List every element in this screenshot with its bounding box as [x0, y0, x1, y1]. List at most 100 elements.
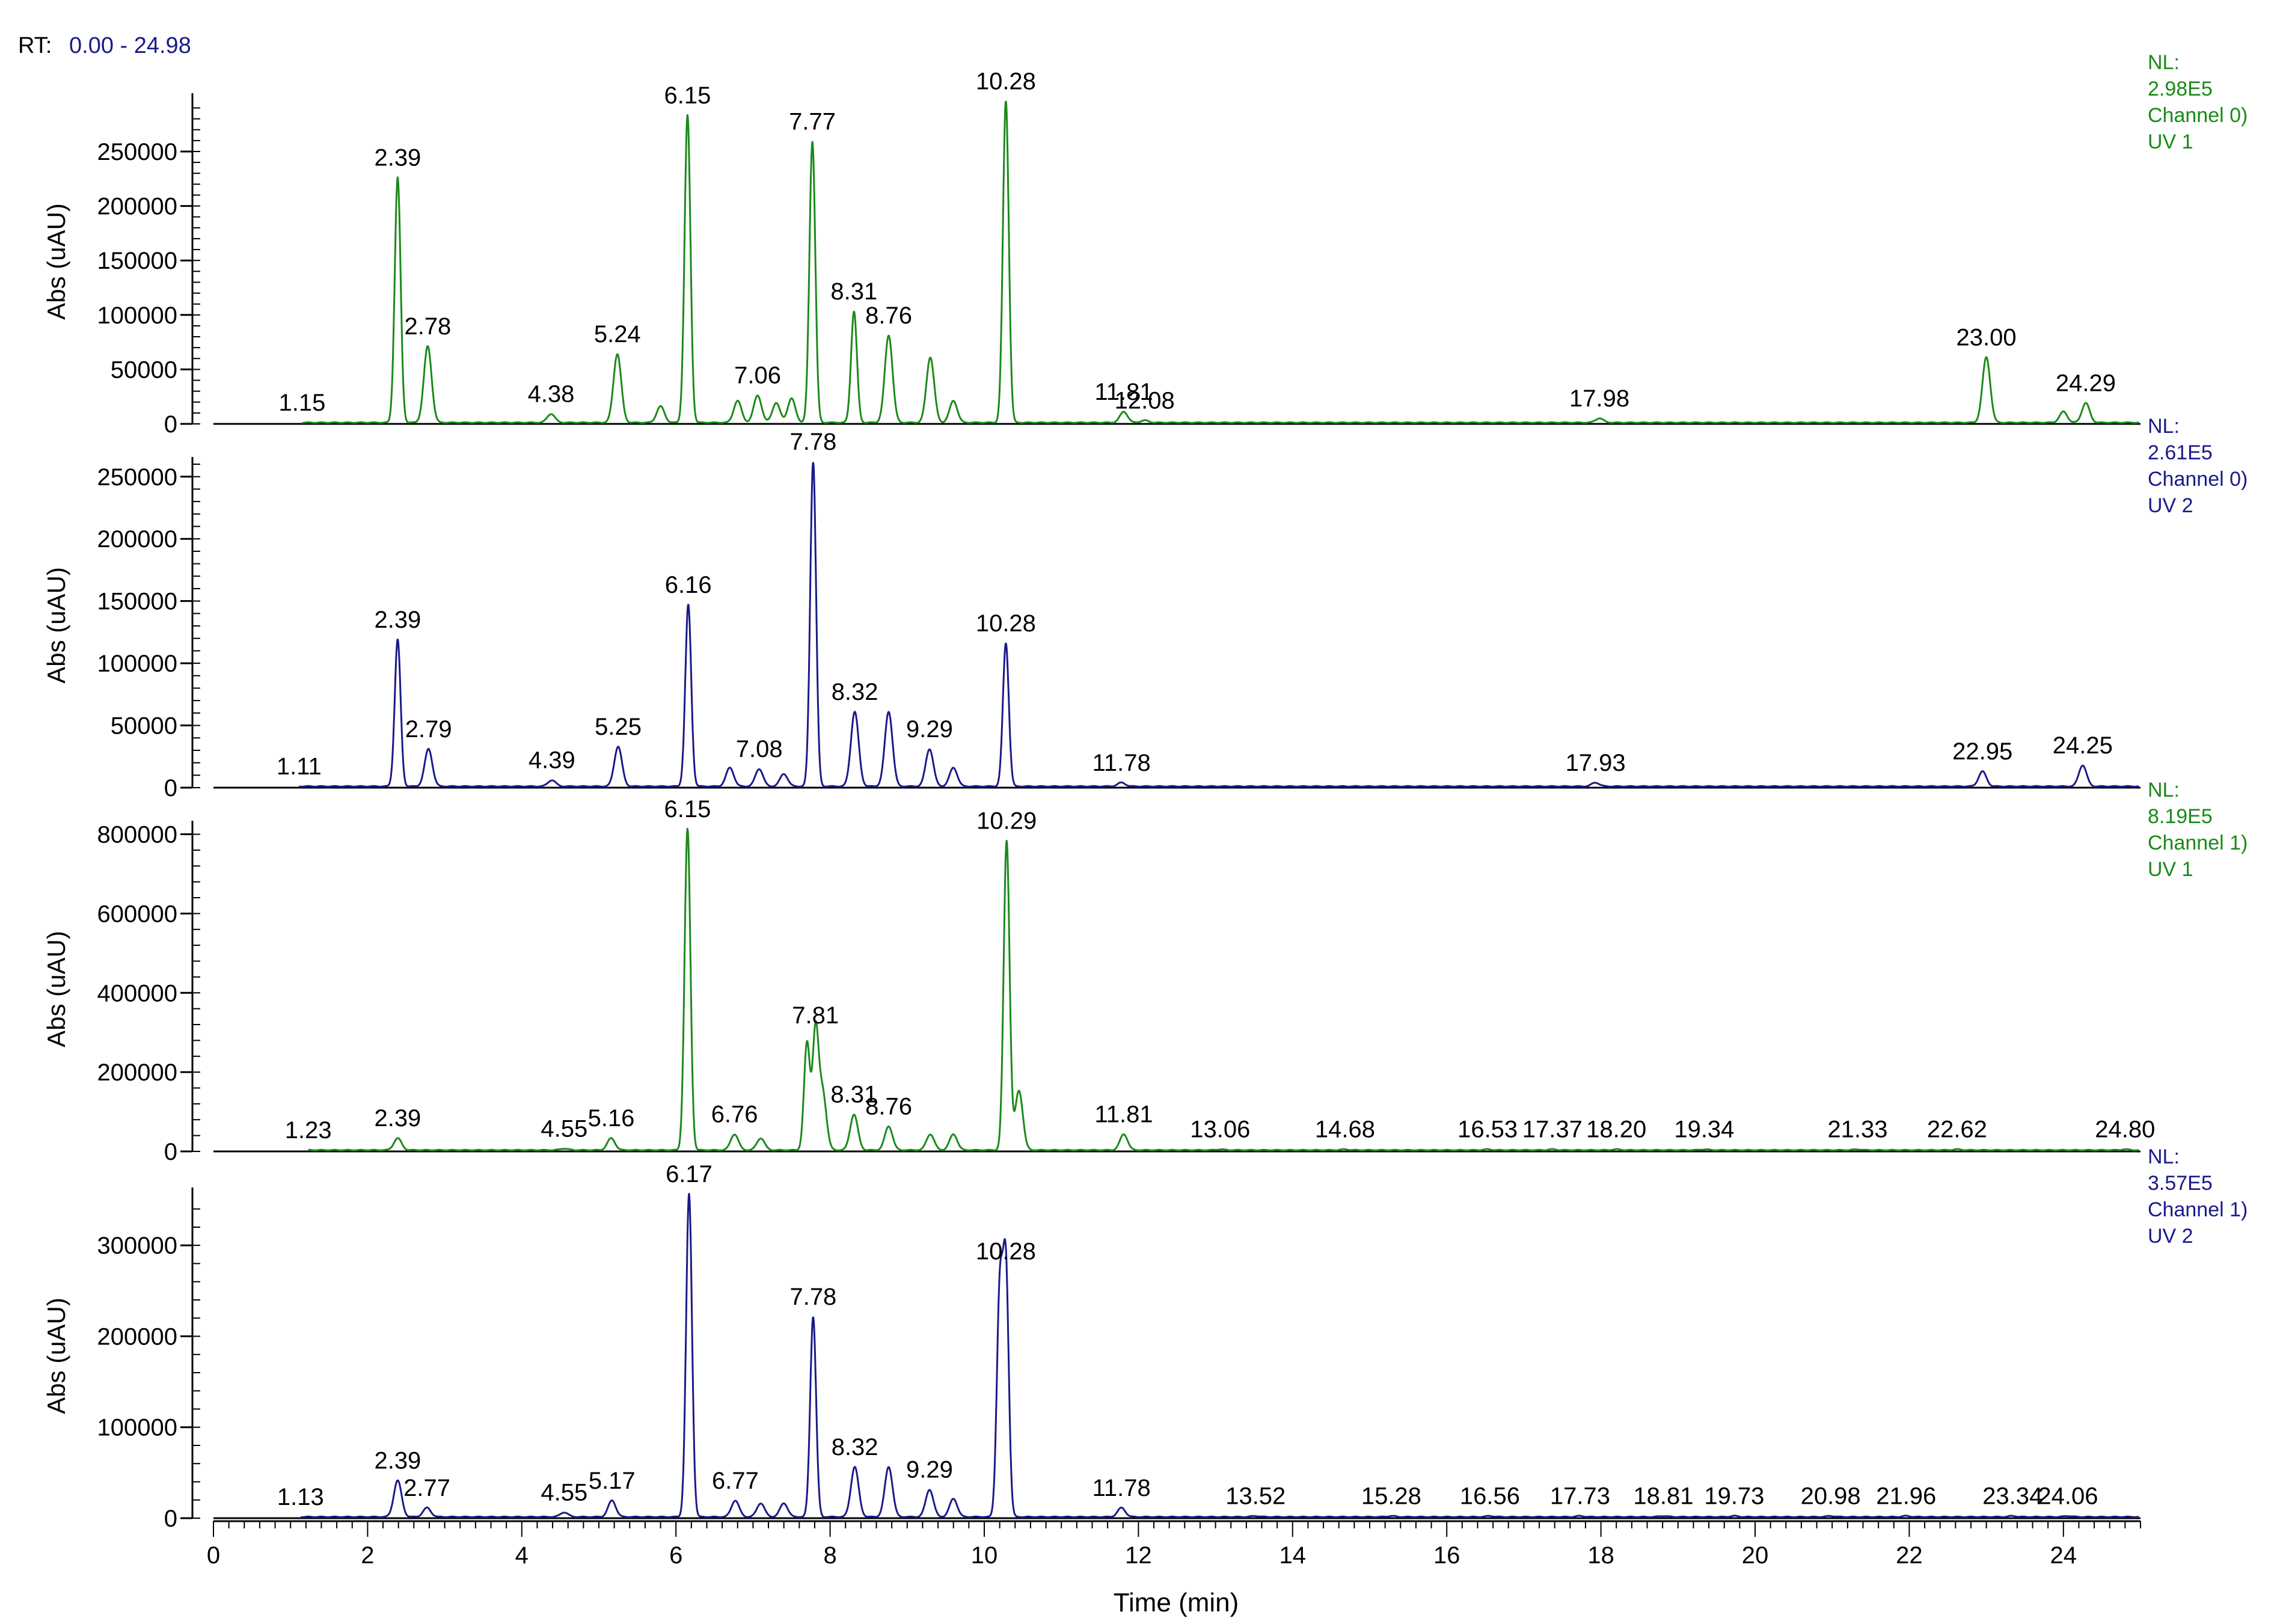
- peak-label: 17.98: [1569, 385, 1629, 412]
- x-tick-label: 14: [1279, 1542, 1307, 1569]
- peak-label: 1.15: [279, 390, 326, 416]
- y-axis-label: Abs (uAU): [42, 1298, 70, 1414]
- peak-label: 11.81: [1094, 1102, 1153, 1128]
- panel-channel1-uv2: 0 100000 200000 300000 Abs (uAU) NL: 3.57E5 Cha…: [42, 1145, 2248, 1532]
- peak-label: 13.52: [1225, 1483, 1286, 1509]
- y-tick-label: 100000: [97, 302, 177, 329]
- peak-label: 8.32: [832, 679, 878, 705]
- x-axis-label: Time (min): [1114, 1588, 1239, 1617]
- trace-line: [298, 462, 2140, 788]
- peak-label: 11.78: [1092, 750, 1151, 776]
- peak-label: 2.79: [405, 716, 452, 743]
- peak-label: 7.08: [736, 736, 783, 762]
- peak-label: 16.53: [1457, 1117, 1518, 1143]
- peak-label: 9.29: [906, 1457, 953, 1483]
- peak-label: 6.77: [712, 1468, 759, 1494]
- peak-label: 12.08: [1115, 387, 1175, 414]
- peak-label: 23.00: [1957, 324, 2017, 351]
- peak-label: 8.32: [832, 1434, 878, 1460]
- peak-label: 10.28: [976, 610, 1036, 637]
- peak-label: 2.39: [374, 1447, 421, 1474]
- peak-label: 4.38: [528, 381, 575, 408]
- y-tick-label: 200000: [97, 526, 177, 553]
- peak-label: 17.37: [1522, 1117, 1583, 1143]
- x-tick-label: 2: [361, 1542, 374, 1569]
- peak-label: 8.76: [865, 1093, 912, 1120]
- peak-label: 7.81: [792, 1002, 839, 1029]
- x-tick-label: 10: [971, 1542, 998, 1569]
- x-tick-label: 0: [207, 1542, 220, 1569]
- peak-label: 13.06: [1190, 1117, 1250, 1143]
- peak-label: 5.24: [594, 321, 641, 348]
- peak-label: 6.15: [664, 796, 711, 823]
- x-axis: 0 2 4 6 8 10 12 14 16 18 20 22 24: [207, 1520, 2141, 1569]
- peak-label: 2.78: [404, 313, 451, 340]
- nl-label: 2.98E5: [2148, 78, 2213, 100]
- peak-label: 1.13: [277, 1484, 324, 1510]
- peak-label: 17.93: [1566, 750, 1626, 776]
- x-tick-label: 18: [1587, 1542, 1614, 1569]
- nl-label: UV 2: [2148, 1225, 2193, 1248]
- y-tick-label: 200000: [97, 1323, 177, 1350]
- peak-label: 7.77: [789, 108, 836, 135]
- peak-label: 10.28: [976, 68, 1036, 94]
- peak-label: 2.39: [374, 607, 421, 633]
- peak-label: 22.95: [1952, 738, 2012, 765]
- nl-label: 8.19E5: [2148, 805, 2213, 828]
- panel-channel1-uv1: 0 200000 400000 600000 800000 Abs (uAU) NL: 8.1…: [42, 779, 2248, 1165]
- y-tick-label: 250000: [97, 139, 177, 165]
- peak-label: 16.56: [1460, 1483, 1520, 1509]
- y-axis-label: Abs (uAU): [42, 567, 70, 684]
- peak-label: 15.28: [1361, 1483, 1421, 1509]
- peak-label: 4.55: [541, 1479, 587, 1506]
- y-axis-label: Abs (uAU): [42, 203, 70, 320]
- peak-label: 24.29: [2056, 370, 2116, 396]
- peak-label: 7.78: [789, 1284, 836, 1310]
- nl-label: NL:: [2148, 779, 2180, 801]
- y-tick-label: 200000: [97, 1059, 177, 1086]
- nl-label: Channel 1): [2148, 832, 2248, 854]
- y-tick-label: 0: [164, 1139, 177, 1165]
- nl-label: NL:: [2148, 51, 2180, 74]
- y-tick-label: 0: [164, 775, 177, 801]
- peak-label: 7.06: [734, 363, 781, 389]
- peak-label: 5.25: [595, 714, 642, 740]
- peak-label: 24.06: [2038, 1483, 2098, 1509]
- chart-panels: 0 50000 100000 150000 200000 250000 Abs (uAU) N…: [42, 51, 2248, 1532]
- peak-label: 14.68: [1315, 1117, 1375, 1143]
- y-axis-label: Abs (uAU): [42, 931, 70, 1047]
- peak-label: 5.17: [589, 1468, 636, 1494]
- y-tick-label: 50000: [111, 357, 177, 383]
- peak-label: 7.78: [789, 429, 836, 455]
- x-tick-label: 8: [823, 1542, 836, 1569]
- nl-label: 2.61E5: [2148, 441, 2213, 464]
- panel-channel0-uv1: 0 50000 100000 150000 200000 250000 Abs (uAU) N…: [42, 51, 2248, 438]
- y-tick-label: 100000: [97, 1415, 177, 1441]
- peak-label: 6.16: [665, 572, 712, 598]
- x-tick-label: 16: [1433, 1542, 1460, 1569]
- peak-label: 24.80: [2095, 1117, 2155, 1143]
- peak-label: 8.76: [865, 302, 912, 329]
- y-tick-label: 200000: [97, 194, 177, 220]
- nl-label: Channel 0): [2148, 104, 2248, 127]
- nl-label: NL:: [2148, 415, 2180, 438]
- peak-label: 18.81: [1633, 1483, 1693, 1509]
- x-tick-label: 22: [1896, 1542, 1923, 1569]
- peak-label: 10.28: [976, 1239, 1036, 1265]
- x-tick-label: 4: [515, 1542, 529, 1569]
- peak-label: 24.25: [2053, 732, 2113, 759]
- peak-label: 2.77: [403, 1475, 450, 1501]
- panel-channel0-uv2: 0 50000 100000 150000 200000 250000 Abs (uAU) N…: [42, 415, 2248, 801]
- peak-label: 4.55: [541, 1115, 587, 1142]
- peak-label: 5.16: [588, 1105, 635, 1132]
- peak-label: 19.34: [1674, 1117, 1734, 1143]
- peak-label: 2.39: [374, 1105, 421, 1132]
- rt-label: RT:: [18, 33, 52, 58]
- peak-label: 20.98: [1801, 1483, 1861, 1509]
- peak-label: 23.34: [1982, 1483, 2042, 1509]
- peak-label: 4.39: [529, 747, 575, 774]
- y-tick-label: 300000: [97, 1233, 177, 1259]
- y-tick-label: 0: [164, 411, 177, 438]
- peak-label: 22.62: [1927, 1117, 1987, 1143]
